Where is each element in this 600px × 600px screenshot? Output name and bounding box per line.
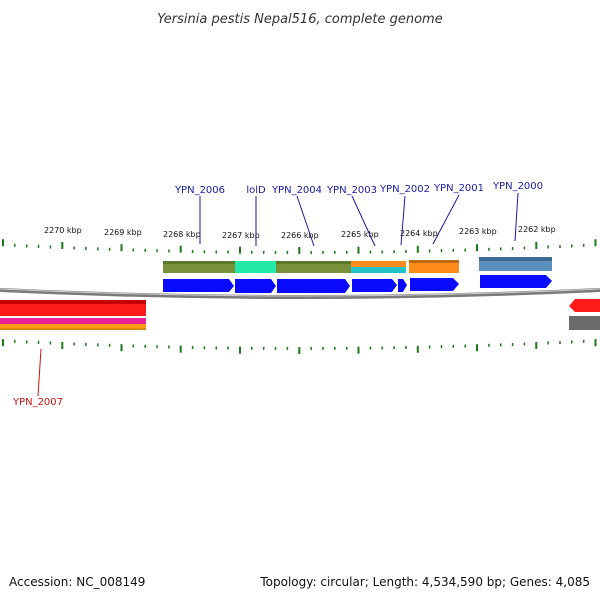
gene-arrow-lold[interactable] — [235, 279, 276, 293]
label-leader-lines — [37, 192, 519, 397]
feature-block — [409, 260, 459, 263]
feature-block[interactable] — [409, 260, 459, 273]
gene-label[interactable]: YPN_2004 — [271, 185, 322, 196]
gene-arrow-ypn-2000[interactable] — [480, 275, 552, 288]
gene-label[interactable]: lolD — [246, 185, 266, 196]
genome-backbone — [0, 288, 600, 299]
ruler-label: 2270 kbp — [44, 226, 82, 235]
feature-block[interactable] — [0, 318, 146, 324]
gene-label[interactable]: YPN_2001 — [433, 183, 484, 194]
genome-summary-text: Topology: circular; Length: 4,534,590 bp… — [259, 575, 590, 589]
forward-strand-genes — [163, 275, 552, 293]
gene-arrow-ypn-2003[interactable] — [352, 279, 397, 292]
ruler-label: 2269 kbp — [104, 228, 142, 237]
gene-arrow-ypn-2002[interactable] — [398, 279, 407, 292]
ruler-label: 2262 kbp — [518, 225, 556, 234]
feature-block — [0, 328, 146, 330]
gene-label[interactable]: YPN_2003 — [326, 185, 377, 196]
feature-block[interactable] — [0, 324, 146, 330]
feature-track-outer — [163, 257, 552, 273]
feature-block — [479, 257, 552, 261]
ruler-label: 2266 kbp — [281, 231, 319, 240]
gene-block-ypn-2007-shade — [0, 300, 146, 304]
reverse-strand-genes — [0, 299, 600, 330]
ruler-label: 2263 kbp — [459, 227, 497, 236]
gene-arrow-ypn-2006[interactable] — [163, 279, 234, 292]
gene-label[interactable]: YPN_2007 — [12, 397, 63, 408]
ruler-label: 2265 kbp — [341, 230, 379, 239]
gene-arrow-right-edge[interactable] — [569, 299, 600, 312]
gene-arrow-ypn-2001[interactable] — [410, 278, 459, 291]
feature-block — [276, 261, 351, 264]
feature-block[interactable] — [351, 267, 406, 273]
gene-labels: YPN_2006 lolD YPN_2004 YPN_2003 YPN_2002… — [12, 181, 543, 408]
accession-text: Accession: NC_008149 — [9, 575, 145, 589]
inner-tick-ring — [2, 339, 597, 354]
feature-block — [163, 261, 235, 264]
gene-label[interactable]: YPN_2006 — [174, 185, 225, 196]
gene-arrow-ypn-2004[interactable] — [277, 279, 350, 293]
ruler-label: 2267 kbp — [222, 231, 260, 240]
ruler-label: 2264 kbp — [400, 229, 438, 238]
feature-block[interactable] — [235, 261, 276, 273]
gene-label[interactable]: YPN_2002 — [379, 184, 430, 195]
gene-label[interactable]: YPN_2000 — [492, 181, 543, 192]
map-title: Yersinia pestis Nepal516, complete genom… — [157, 12, 442, 27]
genome-backbone-highlight — [0, 288, 600, 297]
feature-block[interactable] — [569, 316, 600, 330]
ruler-label: 2268 kbp — [163, 230, 201, 239]
feature-block[interactable] — [351, 261, 406, 267]
ruler-labels: 2270 kbp 2269 kbp 2268 kbp 2267 kbp 2266… — [44, 225, 556, 240]
outer-tick-ring — [2, 239, 597, 254]
